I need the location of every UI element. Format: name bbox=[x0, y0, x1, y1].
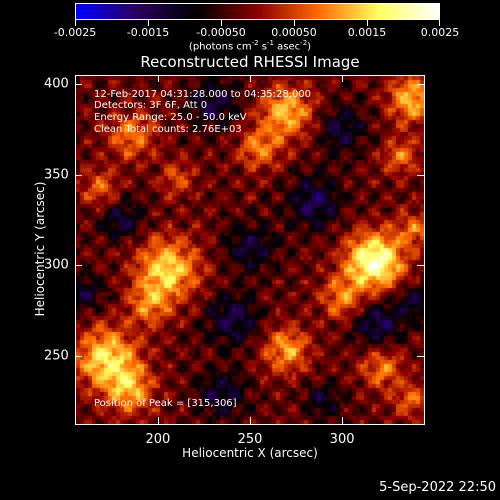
x-axis-label: Heliocentric X (arcsec) bbox=[182, 446, 318, 460]
y-tick-mark bbox=[417, 84, 424, 86]
colorbar-tick-mark bbox=[367, 20, 368, 26]
x-tick-label: 300 bbox=[329, 432, 355, 447]
colorbar-tick-label: -0.00050 bbox=[196, 26, 246, 39]
colorbar-tick-mark bbox=[294, 20, 295, 26]
y-axis-label: Heliocentric Y (arcsec) bbox=[33, 181, 47, 317]
colorbar-tick-mark bbox=[221, 20, 222, 26]
y-tick-label: 250 bbox=[44, 348, 69, 364]
footer-date: 5-Sep-2022 22:50 bbox=[379, 480, 496, 495]
x-tick-mark bbox=[157, 75, 159, 82]
y-tick-mark bbox=[75, 265, 82, 267]
x-tick-label: 200 bbox=[145, 432, 171, 447]
y-tick-mark bbox=[417, 174, 424, 176]
x-tick-mark bbox=[157, 417, 159, 424]
y-tick-label: 300 bbox=[44, 257, 69, 273]
colorbar-tick-label: -0.0015 bbox=[126, 26, 170, 39]
y-tick-label: 350 bbox=[44, 167, 69, 183]
colorbar-tick-mark bbox=[439, 20, 440, 26]
colorbar-tick-label: 0.0015 bbox=[347, 26, 387, 39]
x-tick-mark bbox=[342, 75, 344, 82]
y-tick-mark bbox=[417, 356, 424, 358]
peak-annotation: Position of Peak = [315,306] bbox=[94, 398, 237, 409]
colorbar-tick-label: 0.0025 bbox=[420, 26, 460, 39]
colorbar-tick-label: 0.00050 bbox=[271, 26, 317, 39]
plot-area bbox=[75, 75, 425, 425]
x-tick-label: 250 bbox=[237, 432, 263, 447]
clean-annotation: Clean Total counts: 2.76E+03 bbox=[94, 124, 242, 135]
y-tick-mark bbox=[417, 265, 424, 267]
heatmap-image bbox=[76, 76, 424, 424]
detectors-annotation: Detectors: 3F 6F, Att 0 bbox=[94, 100, 208, 111]
chart-title: Reconstructed RHESSI Image bbox=[140, 53, 360, 71]
colorbar-units: (photons cm-2 s-1 asec-2) bbox=[188, 39, 312, 53]
colorbar bbox=[75, 3, 440, 20]
y-tick-mark bbox=[75, 356, 82, 358]
colorbar-tick-label: -0.0025 bbox=[53, 26, 97, 39]
colorbar-axis bbox=[75, 20, 440, 28]
x-tick-mark bbox=[250, 75, 251, 82]
y-tick-label: 400 bbox=[44, 76, 69, 92]
time-range-annotation: 12-Feb-2017 04:31:28.000 to 04:35:28.000 bbox=[94, 89, 312, 100]
colorbar-tick-mark bbox=[148, 20, 149, 26]
energy-annotation: Energy Range: 25.0 - 50.0 keV bbox=[94, 112, 247, 123]
y-tick-mark bbox=[75, 174, 82, 176]
x-tick-mark bbox=[250, 417, 251, 424]
y-tick-mark bbox=[75, 84, 82, 86]
colorbar-tick-mark bbox=[75, 20, 76, 26]
x-tick-mark bbox=[342, 417, 344, 424]
